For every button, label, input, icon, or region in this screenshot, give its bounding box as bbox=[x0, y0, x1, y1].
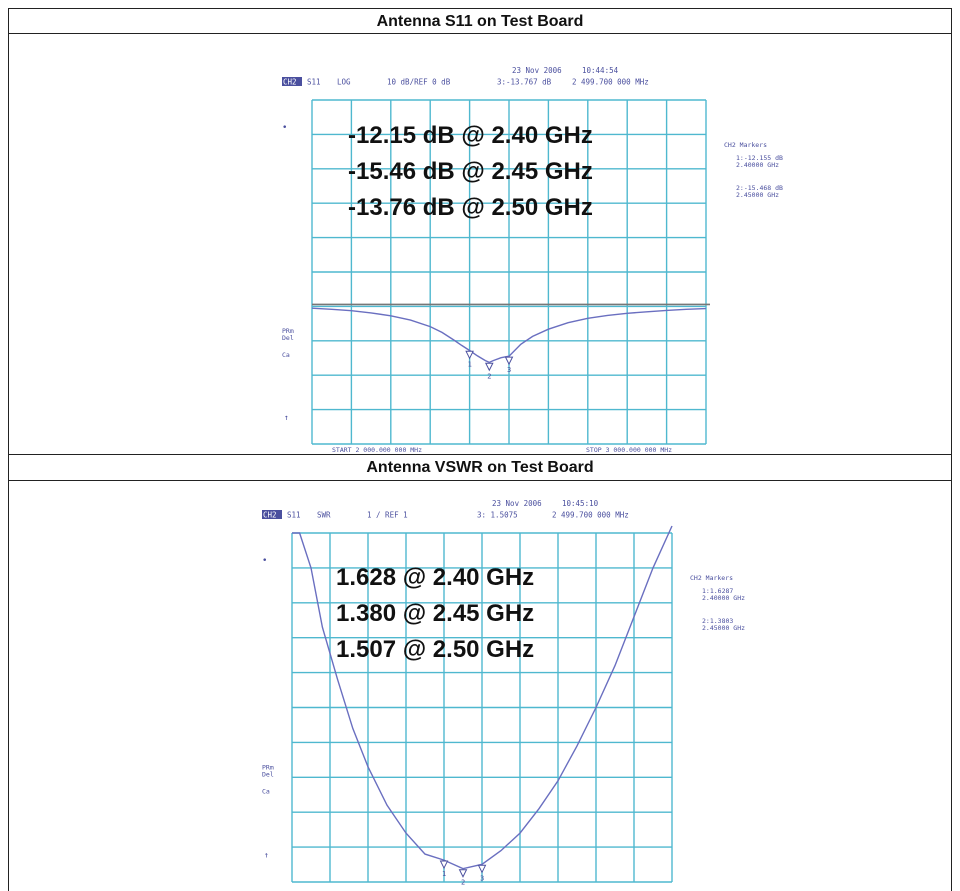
side-label-del: Del bbox=[262, 770, 274, 778]
side-marker-bottom: ↑ bbox=[284, 413, 289, 422]
side-label-prm: PRm bbox=[282, 327, 294, 335]
marker-triangle bbox=[504, 356, 514, 366]
annotation-label: 1.507 @ 2.50 GHz bbox=[336, 636, 534, 663]
side-label-ca: Ca bbox=[262, 787, 270, 795]
marker-triangle bbox=[458, 869, 468, 878]
marker-list-frequency: 2.40000 GHz bbox=[702, 594, 745, 602]
channel-box bbox=[262, 510, 282, 519]
marker-triangle bbox=[477, 864, 487, 874]
time-label: 10:45:10 bbox=[562, 499, 599, 508]
format-label: SWR bbox=[317, 511, 331, 520]
marker-list-value: 1:1.6287 bbox=[702, 587, 733, 595]
document-table: Antenna S11 on Test Board Antenna VSWR o… bbox=[8, 8, 952, 891]
param-label: S11 bbox=[307, 78, 321, 87]
channel-box bbox=[282, 77, 302, 86]
trace-line bbox=[311, 307, 707, 364]
start-frequency: START 2 000.000 000 MHz bbox=[332, 446, 422, 454]
annotation-label: 1.380 @ 2.45 GHz bbox=[336, 600, 534, 627]
date-label: 23 Nov 2006 bbox=[492, 499, 542, 508]
marker-list-value: 1:-12.155 dB bbox=[736, 154, 783, 162]
marker-list-value: 2:-15.468 dB bbox=[736, 184, 783, 192]
marker-frequency: 2 499.700 000 MHz bbox=[552, 511, 629, 520]
table-header-vswr: Antenna VSWR on Test Board bbox=[9, 454, 951, 481]
channel-label: CH2 bbox=[283, 78, 297, 87]
marker-list-frequency: 2.45000 GHz bbox=[736, 191, 779, 199]
marker-list-value: 2:1.3803 bbox=[702, 617, 733, 625]
annotation-label: 1.628 @ 2.40 GHz bbox=[336, 564, 534, 591]
date-label: 23 Nov 2006 bbox=[512, 66, 562, 75]
side-label-ca: Ca bbox=[282, 351, 290, 359]
marker-triangle bbox=[439, 860, 449, 870]
channel-label: CH2 bbox=[263, 511, 277, 520]
marker-readout: 3: 1.5075 bbox=[477, 511, 518, 520]
marker-frequency: 2 499.700 000 MHz bbox=[572, 78, 649, 87]
s11-chart: CH2 S11 LOG 10 dB/REF 0 dB 23 Nov 2006 10:44:… bbox=[282, 66, 783, 454]
side-label-del: Del bbox=[282, 334, 294, 342]
marker-list-frequency: 2.45000 GHz bbox=[702, 624, 745, 632]
scale-label: 1 / REF 1 bbox=[367, 511, 408, 520]
marker-number: 1 bbox=[468, 360, 472, 368]
side-label-prm: PRm bbox=[262, 763, 274, 771]
marker-list-frequency: 2.40000 GHz bbox=[736, 161, 779, 169]
marker-number: 1 bbox=[442, 870, 446, 878]
marker-number: 3 bbox=[480, 874, 484, 882]
marker-number: 3 bbox=[507, 366, 511, 374]
marker-number: 2 bbox=[461, 879, 465, 887]
annotation-label: -15.46 dB @ 2.45 GHz bbox=[348, 158, 593, 185]
annotation-label: -13.76 dB @ 2.50 GHz bbox=[348, 194, 593, 221]
table-header-s11: Antenna S11 on Test Board bbox=[9, 9, 951, 34]
side-marker-top: • bbox=[262, 556, 267, 566]
stop-frequency: STOP 3 000.000 000 MHz bbox=[586, 446, 672, 454]
markers-title: CH2 Markers bbox=[724, 141, 767, 149]
marker-triangle bbox=[465, 350, 474, 360]
time-label: 10:44:54 bbox=[582, 66, 619, 75]
markers-title: CH2 Markers bbox=[690, 574, 733, 582]
annotation-label: -12.15 dB @ 2.40 GHz bbox=[348, 122, 593, 149]
side-marker-bottom: ↑ bbox=[264, 851, 269, 860]
side-marker-top: • bbox=[282, 123, 287, 133]
marker-number: 2 bbox=[487, 372, 491, 380]
trace-line bbox=[292, 525, 673, 870]
marker-readout: 3:-13.767 dB bbox=[497, 78, 552, 87]
marker-triangle bbox=[484, 362, 494, 372]
param-label: S11 bbox=[287, 511, 301, 520]
scale-label: 10 dB/REF 0 dB bbox=[387, 78, 451, 87]
vswr-chart: CH2 S11 SWR 1 / REF 1 23 Nov 2006 10:45:10 3: … bbox=[262, 499, 745, 887]
format-label: LOG bbox=[337, 78, 351, 87]
